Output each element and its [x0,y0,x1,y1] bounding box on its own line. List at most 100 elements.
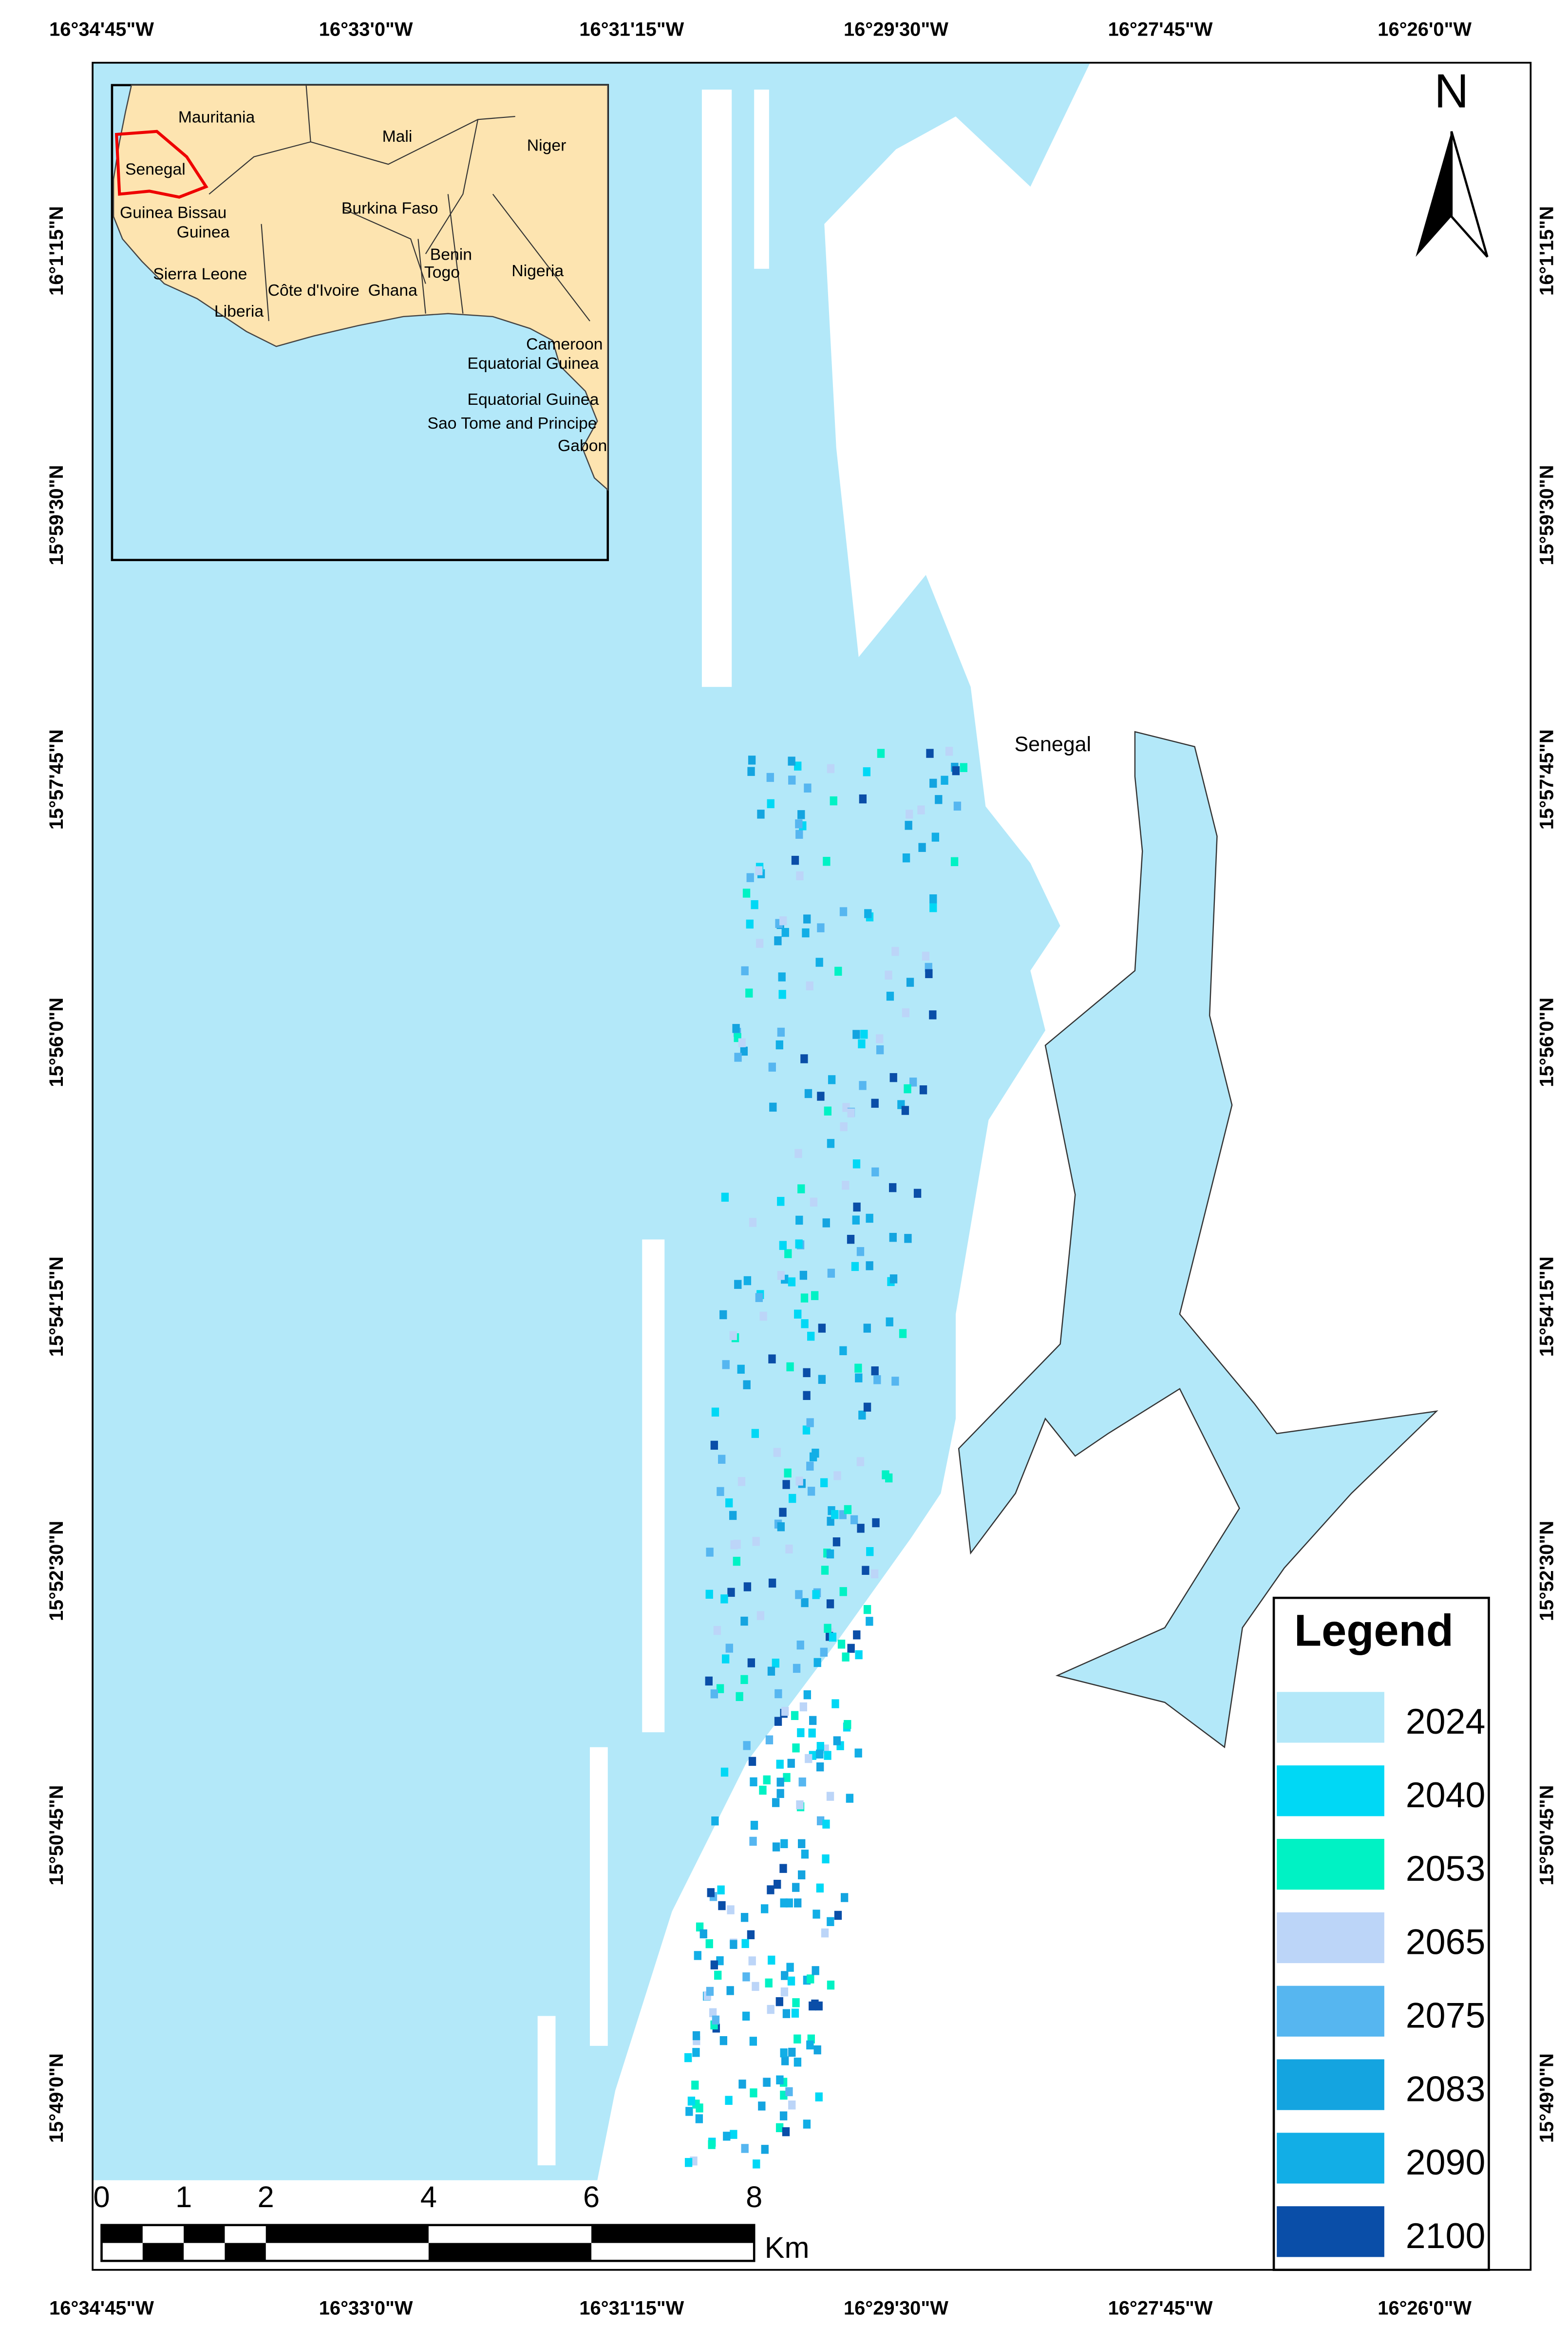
inset-label: Burkina Faso [341,199,438,217]
pixel [803,914,811,924]
pixel [899,1329,907,1338]
pixel [778,990,786,999]
pixel [737,1477,746,1486]
pixel [733,1556,740,1566]
pixel [711,1816,719,1826]
pixel [745,988,753,998]
pixel [776,2075,784,2084]
pixel [779,1508,787,1517]
place-label: Senegal [1015,733,1091,756]
pixel [826,1599,834,1608]
pixel [799,1270,808,1280]
pixel [775,2123,784,2133]
pixel [782,2009,791,2018]
pixel [741,966,749,976]
pixel [743,1380,751,1389]
pixel [889,1274,898,1284]
pixel [783,1773,791,1782]
legend-swatch [1277,1838,1384,1890]
pixel [820,1478,828,1488]
pixel [710,1960,718,1969]
right-axis-label: 15°50'45"N [1536,1785,1557,1886]
legend-label: 2053 [1406,1848,1486,1889]
pixel [742,889,751,898]
pixel [801,1850,809,1859]
left-axis-label: 15°57'45"N [46,729,67,830]
pixel [800,1054,808,1063]
inset-label: Mauritania [178,108,255,126]
senegal-outline [114,130,208,199]
inset-label: Liberia [214,302,264,321]
pixel [751,900,758,909]
pixel [818,1324,826,1333]
pixel [705,1589,713,1599]
scale-segment [101,2225,143,2243]
pixel [852,1215,860,1225]
pixel [889,1073,897,1082]
pixel [694,1951,701,1960]
pixel [774,936,782,946]
inset-land [113,84,608,492]
pixel [730,2130,737,2139]
pixel [763,2078,771,2087]
pixel [960,763,967,772]
pixel [799,1702,808,1712]
pixel [791,855,799,865]
pixel [727,1588,735,1597]
pixel [738,2080,746,2089]
pixel [784,1249,792,1258]
pixel [889,1183,897,1192]
pixel [716,1956,724,1966]
pixel [803,2119,811,2129]
pixel [945,747,953,756]
pixel [775,1997,783,2006]
pixel [737,1364,745,1374]
inset-label: Sao Tome and Principe [428,414,597,433]
pixel [817,923,825,932]
pixel [696,2103,703,2113]
inset-label: Benin [430,245,472,264]
pixel [812,1910,820,1919]
pixel [725,1498,733,1508]
pixel [755,1293,763,1302]
pixel [891,1377,899,1386]
pixel [781,2056,789,2065]
pixel [827,764,835,774]
pixel [763,1775,771,1785]
north-arrow-right [1450,131,1489,258]
pixel [734,1053,742,1062]
land-strip [589,1747,608,2046]
pixel [785,2087,793,2097]
pixel [802,1425,811,1435]
pixel [904,1234,912,1243]
inset-label: Nigeria [511,262,564,280]
pixel [929,1010,937,1020]
pixel [774,1879,781,1889]
pixel [866,1617,873,1626]
pixel [743,1741,751,1750]
pixel [902,853,910,863]
pixel [772,1798,780,1807]
pixel [929,903,937,912]
pixel [757,810,765,819]
pixel [692,2031,700,2041]
pixel [751,1429,759,1438]
pixel [926,749,934,758]
pixel [797,1728,805,1738]
pixel [721,1654,730,1664]
bottom-axis-label: 16°26'0"W [1378,2298,1472,2319]
pixel [760,1904,769,1913]
pixel [815,2092,823,2101]
pixel [866,1261,873,1270]
pixel [795,830,803,839]
top-axis-label: 16°31'15"W [579,19,684,40]
pixel [917,805,925,814]
pixel [802,928,810,938]
legend-swatch [1277,2059,1384,2110]
land-strip [642,1239,665,1733]
pixel [709,2008,717,2018]
pixel [820,1647,828,1657]
pixel [873,1375,881,1384]
pixel [789,1494,796,1503]
pixel [804,783,812,793]
